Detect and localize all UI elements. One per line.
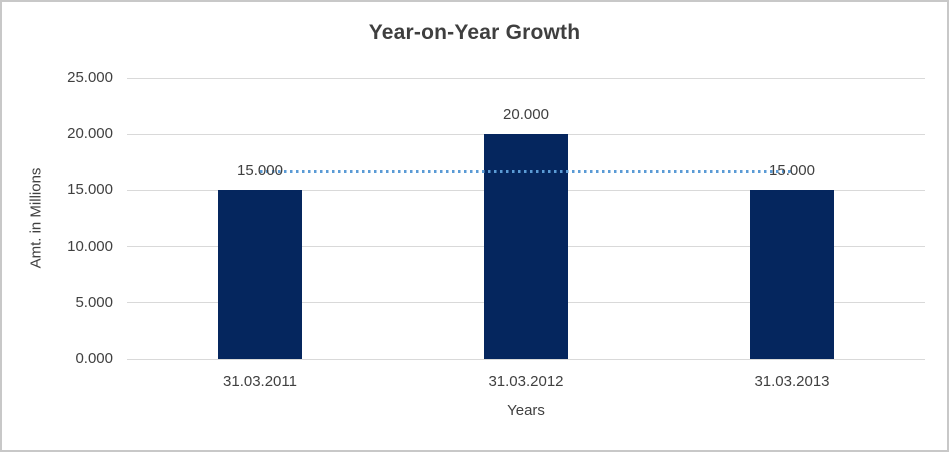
bar bbox=[218, 190, 302, 359]
x-tick-label: 31.03.2013 bbox=[754, 373, 830, 390]
y-tick-label: 5.000 bbox=[75, 293, 113, 311]
y-tick-label: 25.000 bbox=[67, 69, 113, 86]
data-label: 20.000 bbox=[503, 106, 549, 124]
y-tick-label: 0.000 bbox=[75, 350, 113, 367]
x-tick-label: 31.03.2011 bbox=[223, 373, 297, 390]
y-tick-label: 10.000 bbox=[67, 237, 113, 255]
x-tick-label: 31.03.2012 bbox=[488, 373, 564, 390]
chart-title: Year-on-Year Growth bbox=[368, 21, 581, 44]
data-label: 15.000 bbox=[769, 162, 815, 180]
data-label: 15.000 bbox=[237, 162, 283, 180]
bar bbox=[484, 134, 568, 359]
bar bbox=[750, 190, 834, 359]
y-tick-label: 15.000 bbox=[67, 181, 113, 199]
x-axis-title: Years bbox=[507, 402, 545, 419]
gridline bbox=[127, 77, 925, 79]
y-tick-label: 20.000 bbox=[67, 125, 113, 143]
trendline bbox=[260, 170, 792, 174]
gridline bbox=[127, 358, 925, 360]
